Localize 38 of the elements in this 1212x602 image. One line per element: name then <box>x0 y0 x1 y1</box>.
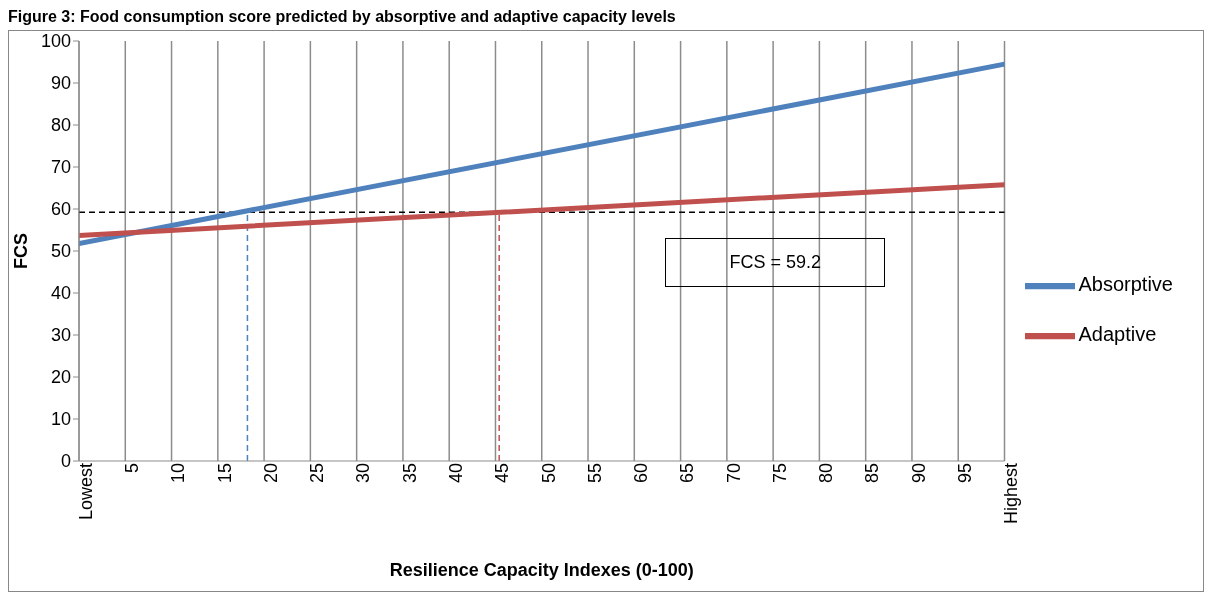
x-tick-label: Lowest <box>75 463 96 521</box>
x-tick-label: 90 <box>908 463 929 484</box>
x-tick-label: 50 <box>538 463 559 484</box>
x-tick-label: 80 <box>816 463 837 484</box>
y-axis-title: FCS <box>11 233 32 269</box>
x-tick-label: 15 <box>214 463 235 484</box>
x-tick-label: 55 <box>584 463 605 484</box>
x-tick-label: 75 <box>769 463 790 484</box>
x-tick-label: 65 <box>677 463 698 484</box>
y-tick-label: 70 <box>50 157 71 178</box>
x-tick-label: 10 <box>168 463 189 484</box>
x-tick-label: 20 <box>260 463 281 484</box>
y-tick-label: 50 <box>50 241 71 262</box>
chart-title: Figure 3: Food consumption score predicted by absorptive and adaptive capacity levels <box>8 8 677 26</box>
x-tick-label: 70 <box>723 463 744 484</box>
x-tick-label: Highest <box>1001 463 1022 525</box>
y-tick-label: 80 <box>50 115 71 136</box>
x-tick-label: 95 <box>955 463 976 484</box>
legend-label: Adaptive <box>1078 323 1157 346</box>
x-tick-label: 40 <box>445 463 466 484</box>
x-tick-label: 5 <box>122 463 143 474</box>
y-tick-label: 60 <box>50 199 71 220</box>
y-tick-label: 90 <box>50 73 71 94</box>
legend-label: Absorptive <box>1078 273 1173 296</box>
x-tick-label: 30 <box>353 463 374 484</box>
y-tick-label: 100 <box>40 31 71 52</box>
y-tick-label: 20 <box>50 367 71 388</box>
x-axis-title: Resilience Capacity Indexes (0-100) <box>389 560 694 580</box>
x-tick-label: 25 <box>307 463 328 484</box>
annotation: FCS = 59.2 <box>729 252 821 273</box>
x-tick-label: 85 <box>862 463 883 484</box>
x-tick-label: 45 <box>492 463 513 484</box>
y-tick-label: 40 <box>50 283 71 304</box>
x-tick-label: 60 <box>631 463 652 484</box>
x-tick-label: 35 <box>399 463 420 484</box>
y-tick-label: 10 <box>50 409 71 430</box>
y-tick-label: 30 <box>50 325 71 346</box>
y-tick-label: 0 <box>60 451 71 472</box>
